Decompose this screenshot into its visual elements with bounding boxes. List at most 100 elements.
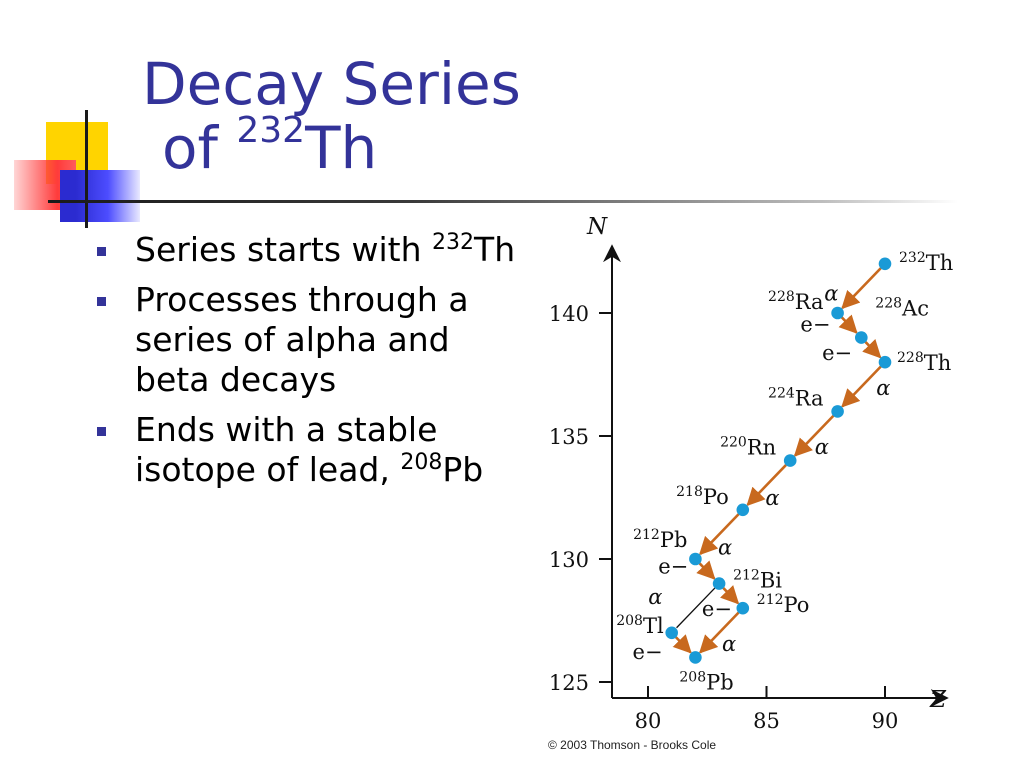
nuclide-point-rn220 xyxy=(783,454,797,467)
nuclide-symbol: Bi xyxy=(760,569,782,593)
nuclide-point-pb212 xyxy=(689,552,702,566)
bullet-item: Ends with a stable isotope of lead, 208P… xyxy=(96,410,526,490)
nuclide-mass-number: 228 xyxy=(768,289,795,305)
nuclide-mass-number: 228 xyxy=(897,350,924,366)
nuclide-mass-number: 212 xyxy=(757,592,784,608)
title-superscript: 232 xyxy=(236,110,306,151)
beta-symbol: e− xyxy=(702,597,732,621)
nuclide-symbol: Pb xyxy=(706,670,734,694)
nuclide-point-th232 xyxy=(878,257,892,271)
nuclide-label-pb212: 212Pb xyxy=(633,527,687,552)
decay-arrow-beta xyxy=(696,560,716,580)
nuclide-symbol: Tl xyxy=(643,614,664,638)
beta-symbol: e− xyxy=(800,312,830,336)
slide-title: Decay Series of 232Th xyxy=(142,52,521,180)
nuclide-point-th228 xyxy=(878,355,892,369)
nuclide-symbol: Po xyxy=(703,485,729,509)
alpha-symbol: α xyxy=(824,281,838,305)
nuclide-point-bi212 xyxy=(712,577,726,590)
nuclide-symbol: Th xyxy=(924,351,952,375)
y-tick-label: 130 xyxy=(549,548,589,572)
alpha-symbol: α xyxy=(876,376,890,400)
nuclide-mass-number: 232 xyxy=(899,250,926,266)
nuclide-mass-number: 224 xyxy=(768,385,795,401)
x-tick-label: 85 xyxy=(753,709,780,733)
nuclide-mass-number: 208 xyxy=(616,613,643,629)
nuclide-point-po218 xyxy=(736,503,750,517)
bullet-text: Series starts with xyxy=(135,230,433,269)
nuclide-symbol: Po xyxy=(784,593,810,617)
bullet-suffix: Pb xyxy=(442,450,484,489)
decay-arrow-alpha xyxy=(793,414,835,457)
alpha-symbol: α xyxy=(648,585,662,609)
nuclide-mass-number: 212 xyxy=(733,568,760,584)
nuclide-label-po218: 218Po xyxy=(676,484,729,509)
decay-arrow-beta xyxy=(672,634,692,654)
decay-arrow-alpha xyxy=(698,513,740,556)
nuclide-mass-number: 218 xyxy=(676,484,703,500)
beta-symbol: e− xyxy=(633,640,663,664)
nuclide-label-rn220: 220Rn xyxy=(720,435,776,460)
nuclide-point-ac228 xyxy=(855,331,868,344)
bullet-superscript: 208 xyxy=(400,450,443,475)
nuclide-point-ra228 xyxy=(831,306,844,320)
title-suffix: Th xyxy=(305,114,378,182)
nuclide-label-ac228: 228Ac xyxy=(875,296,929,321)
decay-arrow-alpha xyxy=(841,365,882,408)
title-prefix: of xyxy=(162,114,237,182)
x-tick-label: 80 xyxy=(635,709,662,733)
decay-series-diagram: Z N 80 85 90 125 130 135 140 α e− e− α α α α e− e− α α e− 232… xyxy=(549,214,953,733)
y-axis-label: N xyxy=(586,214,608,240)
bullet-marker xyxy=(97,247,106,256)
nuclide-symbol: Ra xyxy=(795,290,824,314)
bullet-marker xyxy=(97,427,106,436)
nuclide-point-ra224 xyxy=(831,405,844,418)
bullet-superscript: 232 xyxy=(432,230,475,255)
bullet-item: Processes through a series of alpha and … xyxy=(96,280,526,400)
bullet-suffix: Th xyxy=(474,230,516,269)
nuclide-label-bi212: 212Bi xyxy=(733,568,782,593)
y-tick-label: 140 xyxy=(549,302,589,326)
bullet-item: Series starts with 232Th xyxy=(96,230,526,270)
decay-arrow-alpha xyxy=(746,464,787,507)
nuclide-symbol: Th xyxy=(926,251,954,275)
y-tick-label: 125 xyxy=(549,671,589,695)
nuclide-label-pb208: 208Pb xyxy=(679,669,733,694)
nuclide-mass-number: 208 xyxy=(679,669,706,685)
bullet-list: Series starts with 232Th Processes throu… xyxy=(96,230,526,500)
alpha-symbol: α xyxy=(765,486,779,510)
decay-arrow-beta xyxy=(720,585,740,605)
bullet-marker xyxy=(97,297,106,306)
alpha-symbol: α xyxy=(722,632,736,656)
nuclide-mass-number: 228 xyxy=(875,296,902,312)
branch-line xyxy=(676,587,716,629)
decorative-vertical-line xyxy=(85,110,88,228)
bullet-text: Ends with a stable isotope of lead, xyxy=(135,410,438,489)
bullet-text: Processes through a series of alpha and … xyxy=(135,280,469,399)
alpha-symbol: α xyxy=(718,535,732,559)
alpha-symbol: α xyxy=(815,435,829,459)
title-divider-line xyxy=(48,200,958,203)
y-tick-label: 135 xyxy=(549,425,589,449)
nuclide-label-po212: 212Po xyxy=(757,592,810,617)
decay-arrow-alpha xyxy=(841,267,882,310)
nuclide-label-th232: 232Th xyxy=(899,250,953,275)
beta-symbol: e− xyxy=(822,341,852,365)
nuclide-symbol: Ac xyxy=(901,297,929,321)
nuclide-label-ra224: 224Ra xyxy=(768,385,824,410)
beta-symbol: e− xyxy=(658,554,688,578)
decay-arrow-alpha xyxy=(698,611,740,654)
nuclide-label-tl208: 208Tl xyxy=(616,613,664,638)
nuclide-symbol: Ra xyxy=(795,386,824,410)
x-axis-label: Z xyxy=(929,687,947,713)
decay-arrow-beta xyxy=(838,314,858,334)
nuclide-label-th228: 228Th xyxy=(897,350,951,375)
nuclide-point-po212 xyxy=(736,601,750,615)
decay-arrow-beta xyxy=(862,339,882,359)
title-line-1: Decay Series xyxy=(142,50,521,118)
nuclide-mass-number: 212 xyxy=(633,527,660,543)
nuclide-point-tl208 xyxy=(665,626,678,640)
nuclide-symbol: Rn xyxy=(747,436,776,460)
title-line-2: of 232Th xyxy=(142,113,521,182)
nuclide-label-ra228: 228Ra xyxy=(768,289,824,314)
